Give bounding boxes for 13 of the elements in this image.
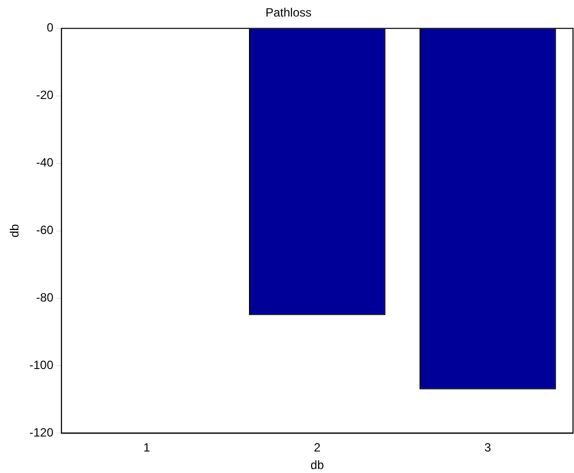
y-tick-label: -60: [36, 223, 54, 238]
y-tick-label: -100: [29, 358, 54, 372]
y-tick-label: -40: [36, 156, 54, 170]
y-tick-label: -120: [29, 426, 54, 440]
x-tick-label: 1: [143, 440, 150, 455]
x-tick-label: 2: [314, 440, 321, 455]
y-tick-label: 0: [46, 20, 54, 35]
y-tick-label: -80: [36, 290, 54, 305]
x-tick-label: 3: [484, 440, 492, 455]
x-axis-title: db: [310, 458, 324, 472]
y-tick-label: -20: [36, 88, 54, 102]
y-axis-title: db: [8, 224, 22, 238]
chart-title: Pathloss: [265, 6, 312, 20]
